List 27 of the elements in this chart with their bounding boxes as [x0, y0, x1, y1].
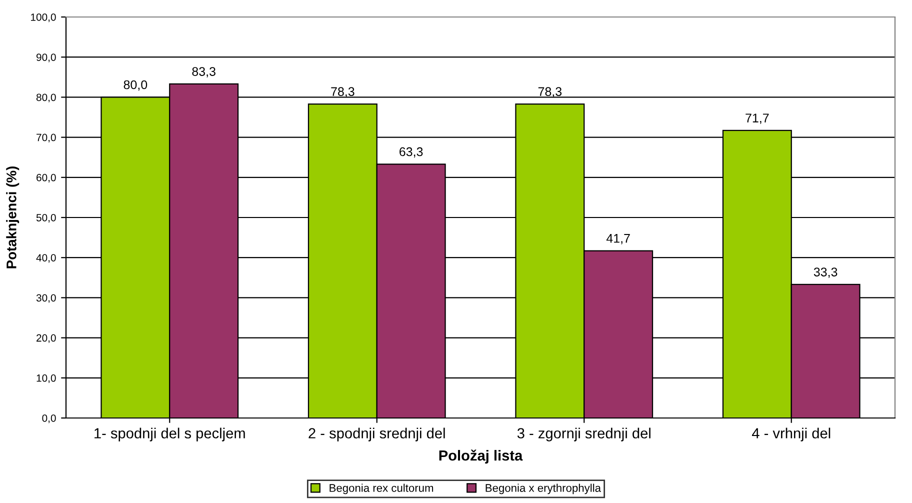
y-tick-label: 0,0	[42, 414, 56, 424]
y-tick-label: 40,0	[36, 254, 56, 263]
y-tick-label: 60,0	[36, 174, 56, 183]
y-tick-label: 20,0	[36, 334, 56, 343]
x-tick-label: 4 - vrhnji del	[752, 428, 830, 442]
x-tick-label: 3 - zgornji srednji del	[517, 428, 650, 442]
data-label: 71,7	[746, 114, 769, 124]
y-tick-label: 70,0	[36, 134, 56, 142]
data-label: 78,3	[331, 87, 354, 98]
y-tick-label: 10,0	[36, 374, 56, 384]
data-label: 41,7	[606, 234, 630, 244]
y-tick-label: 30,0	[36, 294, 56, 303]
y-tick-label: 50,0	[36, 214, 56, 223]
legend-label: Begonia x erythrophylla	[486, 484, 601, 494]
data-label: 83,3	[192, 67, 216, 78]
legend-label: Begonia rex cultorum	[330, 484, 434, 494]
data-label: 63,3	[400, 147, 423, 158]
data-label: 78,3	[538, 87, 562, 98]
y-axis-title: Potaknjenci (%)	[6, 166, 20, 268]
x-axis-title: Položaj lista	[439, 450, 523, 464]
x-tick-label: 2 - spodnji srednji del	[308, 428, 445, 442]
data-label: 33,3	[814, 268, 838, 278]
x-tick-label: 1- spodnji del s pecljem	[94, 428, 245, 442]
data-label: 80,0	[124, 80, 148, 91]
y-tick-label: 100,0	[31, 14, 56, 22]
y-tick-label: 90,0	[36, 54, 56, 62]
y-tick-label: 80,0	[36, 94, 56, 102]
